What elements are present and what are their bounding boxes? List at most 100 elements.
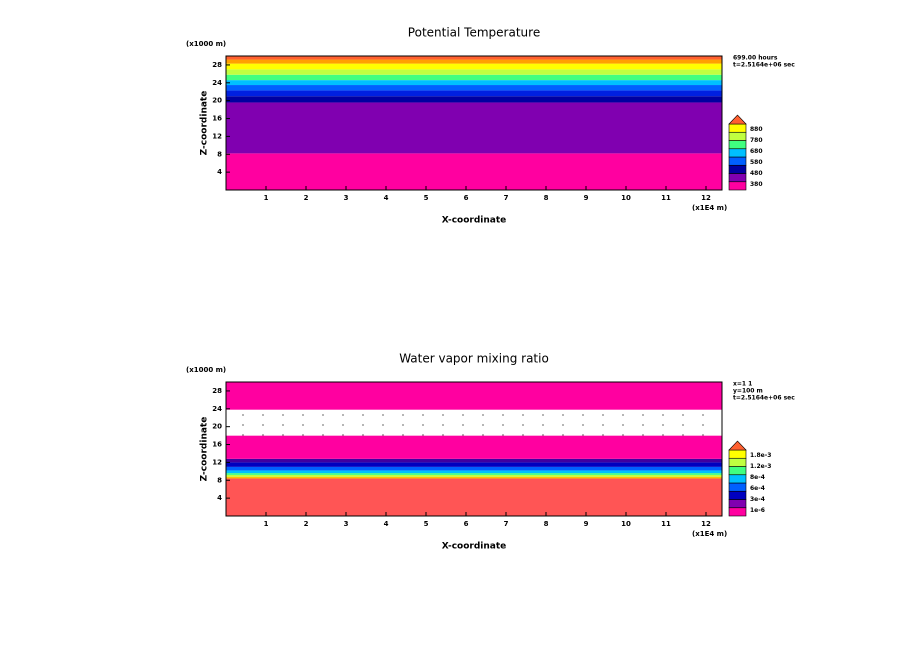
info-text: t=2.5164e+06 sec: [733, 395, 795, 402]
colorbar-label: 680: [750, 148, 763, 155]
chart-title: Water vapor mixing ratio: [399, 352, 549, 366]
y-tick-label: 12: [212, 132, 222, 140]
colorbar-label: 580: [750, 159, 763, 166]
colorbar-label: 1.2e-3: [750, 463, 771, 470]
colorbar-box: [728, 449, 747, 459]
colorbar-label: 880: [750, 126, 763, 133]
x-tick-label: 5: [424, 194, 429, 202]
band: [226, 59, 722, 64]
y-tick-label: 16: [212, 441, 222, 449]
y-tick-label: 28: [212, 61, 222, 69]
x-unit-label: (x1E4 m): [692, 204, 727, 212]
colorbar-box: [728, 466, 747, 476]
x-tick-label: 1: [264, 520, 269, 528]
band: [226, 69, 722, 75]
colorbar-box: [728, 164, 747, 174]
x-axis-label: X-coordinate: [442, 542, 507, 552]
info-text: y=100 m: [733, 388, 763, 395]
x-tick-label: 5: [424, 520, 429, 528]
band: [226, 74, 722, 81]
x-tick-label: 11: [661, 520, 671, 528]
colorbar-label: 3e-4: [750, 496, 765, 503]
colorbar-box: [728, 482, 747, 492]
x-tick-label: 10: [621, 194, 631, 202]
colorbar-box: [728, 140, 747, 150]
y-tick-label: 12: [212, 458, 222, 466]
x-tick-label: 11: [661, 194, 671, 202]
y-tick-label: 24: [212, 405, 222, 413]
colorbar-label: 6e-4: [750, 485, 765, 492]
colorbar-label: 780: [750, 137, 763, 144]
band: [226, 473, 722, 475]
band: [226, 458, 722, 463]
y-tick-label: 24: [212, 79, 222, 87]
y-tick-label: 8: [217, 476, 222, 484]
colorbar-box: [728, 474, 747, 484]
y-tick-label: 4: [217, 168, 222, 176]
x-tick-label: 2: [304, 194, 309, 202]
y-axis-label: Z-coordinate: [200, 91, 210, 156]
info-text: 699.00 hours: [733, 55, 778, 62]
colorbar-label: 1.8e-3: [750, 452, 771, 459]
y-tick-label: 28: [212, 387, 222, 395]
colorbar-box: [728, 156, 747, 166]
colorbar-label: 480: [750, 170, 763, 177]
band: [226, 470, 722, 474]
x-tick-label: 6: [464, 520, 469, 528]
x-tick-label: 8: [544, 520, 549, 528]
colorbar-box: [728, 131, 747, 141]
plot-frame: [225, 381, 723, 517]
band: [226, 96, 722, 103]
band: [226, 102, 722, 154]
band: [226, 80, 722, 86]
y-tick-label: 20: [212, 423, 222, 431]
x-tick-label: 3: [344, 520, 349, 528]
band: [226, 462, 722, 467]
band: [226, 474, 722, 477]
band: [226, 153, 722, 190]
x-tick-label: 6: [464, 194, 469, 202]
colorbar-box: [728, 173, 747, 183]
band: [226, 85, 722, 91]
band: [226, 435, 722, 459]
colorbar-label: 1e-6: [750, 507, 765, 514]
x-tick-label: 8: [544, 194, 549, 202]
y-tick-label: 20: [212, 97, 222, 105]
x-tick-label: 1: [264, 194, 269, 202]
colorbar-box: [728, 490, 747, 500]
x-tick-label: 12: [701, 520, 711, 528]
x-tick-label: 4: [384, 194, 389, 202]
info-text: t=2.5164e+06 sec: [733, 62, 795, 69]
info-text: x=1 1: [733, 381, 752, 388]
band: [226, 90, 722, 97]
band: [226, 478, 722, 516]
y-axis-label: Z-coordinate: [200, 417, 210, 482]
band: [226, 56, 722, 60]
x-tick-label: 3: [344, 194, 349, 202]
colorbar-label: 8e-4: [750, 474, 765, 481]
x-tick-label: 7: [504, 194, 509, 202]
colorbar-box: [728, 499, 747, 509]
band: [226, 63, 722, 70]
x-tick-label: 4: [384, 520, 389, 528]
colorbar-label: 380: [750, 181, 763, 188]
colorbar-arrow: [728, 440, 747, 451]
colorbar-box: [728, 181, 747, 191]
plot-frame: [225, 55, 723, 191]
band: [226, 476, 722, 479]
y-unit-label: (x1000 m): [186, 366, 226, 374]
band: [226, 466, 722, 471]
colorbar-arrow: [728, 114, 747, 125]
colorbar-box: [728, 457, 747, 467]
x-tick-label: 9: [584, 194, 589, 202]
dot-pattern: [226, 409, 722, 436]
x-axis-label: X-coordinate: [442, 216, 507, 226]
chart-title: Potential Temperature: [408, 26, 540, 40]
colorbar-box: [728, 148, 747, 158]
band: [226, 382, 722, 410]
x-unit-label: (x1E4 m): [692, 530, 727, 538]
colorbar-box: [728, 123, 747, 133]
x-tick-label: 7: [504, 520, 509, 528]
x-tick-label: 10: [621, 520, 631, 528]
